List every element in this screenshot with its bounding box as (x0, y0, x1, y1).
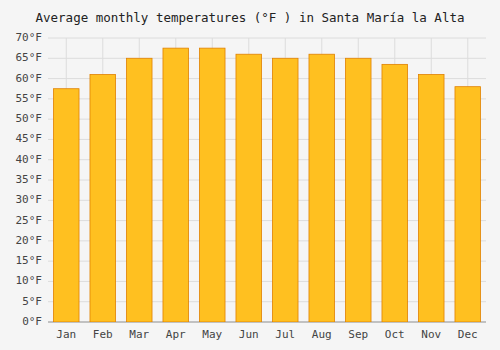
bar (455, 87, 481, 322)
bar (272, 58, 298, 322)
axes: 0°F 5°F 10°F 15°F 20°F 25°F 30°F 35°F 40°F 45°F 50… (16, 31, 487, 341)
x-tick-label: Dec (458, 328, 478, 341)
y-tick-label: 30°F (16, 193, 43, 206)
y-tick-label: 15°F (16, 254, 43, 267)
bar (236, 54, 262, 322)
y-tick-label: 45°F (16, 132, 43, 145)
x-tick-label: Sep (348, 328, 368, 341)
x-tick-label: Jul (275, 328, 295, 341)
x-tick-label: Apr (166, 328, 186, 341)
x-tick-label: Oct (385, 328, 405, 341)
bar (309, 54, 335, 322)
bar (53, 89, 79, 322)
bar (418, 75, 444, 322)
bar (90, 75, 116, 322)
chart-container: 0°F 5°F 10°F 15°F 20°F 25°F 30°F 35°F 40°F 45°F 50… (0, 0, 500, 350)
y-tick-label: 65°F (16, 51, 43, 64)
chart: 0°F 5°F 10°F 15°F 20°F 25°F 30°F 35°F 40°F 45°F 50… (0, 0, 500, 350)
background (0, 0, 500, 350)
bar (199, 48, 225, 322)
y-tick-label: 0°F (22, 315, 42, 328)
grid (48, 38, 486, 322)
x-tick-label: Feb (93, 328, 113, 341)
bar (126, 58, 152, 322)
y-tick-label: 40°F (16, 153, 43, 166)
title: Average monthly temperatures (°F ) in Sa… (36, 10, 465, 25)
bar (345, 58, 371, 322)
x-tick-label: Aug (312, 328, 332, 341)
bar (163, 48, 189, 322)
y-tick-label: 20°F (16, 234, 43, 247)
y-tick-label: 70°F (16, 31, 43, 44)
x-tick-label: Jan (56, 328, 76, 341)
y-tick-label: 50°F (16, 112, 43, 125)
x-tick-label: Mar (129, 328, 149, 341)
y-tick-label: 60°F (16, 72, 43, 85)
x-tick-label: Nov (421, 328, 441, 341)
y-tick-label: 35°F (16, 173, 43, 186)
y-tick-label: 25°F (16, 214, 43, 227)
y-grid-line (48, 58, 486, 59)
x-tick-label: May (202, 328, 222, 341)
y-tick-label: 5°F (22, 295, 42, 308)
bar (382, 64, 408, 322)
y-tick-label: 10°F (16, 274, 43, 287)
x-tick-label: Jun (239, 328, 259, 341)
y-tick-label: 55°F (16, 92, 43, 105)
bars (53, 48, 480, 322)
y-grid-line (48, 38, 486, 39)
